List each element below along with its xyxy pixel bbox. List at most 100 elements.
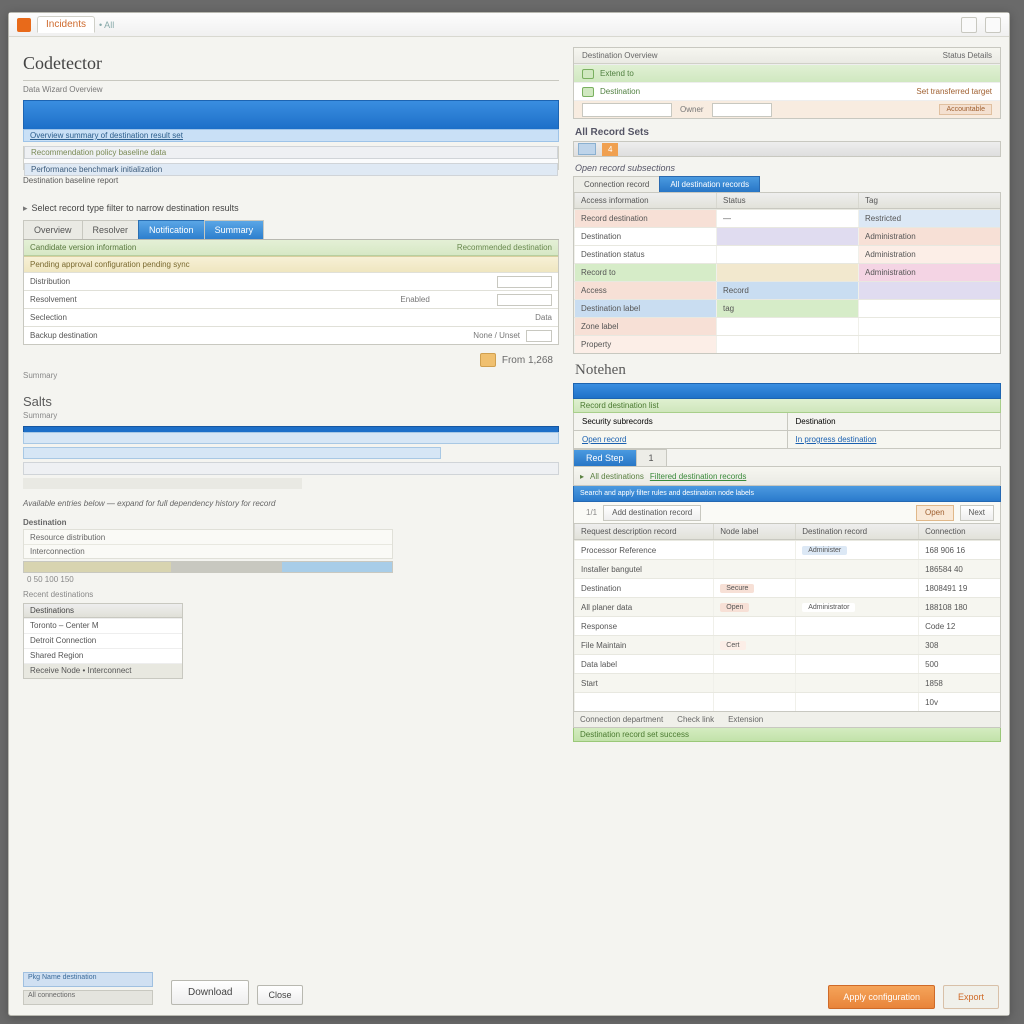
- dg-h3[interactable]: Destination record: [795, 524, 918, 539]
- link-left[interactable]: Open record: [582, 435, 626, 444]
- chip-1[interactable]: Pkg Name destination: [23, 972, 153, 987]
- field-1[interactable]: [497, 276, 552, 288]
- subhead-2: Open record subsections: [575, 163, 1001, 173]
- check-icon: [582, 87, 594, 97]
- kv-2: DestinationSet transferred target: [574, 82, 1000, 100]
- app-icon: [17, 18, 31, 32]
- list-item[interactable]: Receive Node • Interconnect: [24, 663, 182, 678]
- datagrid: Request description record Node label De…: [573, 524, 1001, 712]
- table-row[interactable]: Zone label: [574, 317, 1000, 335]
- panel-row-3: SeclectionData: [24, 308, 558, 326]
- list-item[interactable]: Toronto – Center M: [24, 618, 182, 633]
- button-row: Pkg Name destination All connections Dow…: [23, 972, 303, 1005]
- export-button[interactable]: Export: [943, 985, 999, 1009]
- section-sub-2: Summary: [23, 411, 559, 420]
- banner-strip[interactable]: Overview summary of destination result s…: [23, 129, 559, 142]
- download-button[interactable]: Download: [171, 980, 249, 1005]
- table-row[interactable]: DestinationAdministration: [574, 227, 1000, 245]
- right-column: Destination OverviewStatus Details Exten…: [569, 39, 1009, 1015]
- salts-row: [23, 462, 559, 475]
- table-row[interactable]: Property: [574, 335, 1000, 353]
- open-button[interactable]: Open: [916, 505, 954, 521]
- link-row: Open record In progress destination: [573, 431, 1001, 449]
- apply-button[interactable]: Apply configuration: [828, 985, 935, 1009]
- right-tabs: Connection record All destination record…: [573, 176, 1001, 192]
- detail-panel: Candidate version informationRecommended…: [23, 240, 559, 345]
- blue-strip: Search and apply filter rules and destin…: [573, 486, 1001, 502]
- table-row[interactable]: Destination statusAdministration: [574, 245, 1000, 263]
- left-tabstrip: Overview Resolver Notification Summary: [23, 220, 559, 240]
- table-row[interactable]: Data label500: [574, 654, 1000, 673]
- toolbar-low: 1/1 Add destination record Open Next: [573, 502, 1001, 524]
- dg-h1[interactable]: Request description record: [574, 524, 713, 539]
- section-over: Summary: [23, 371, 559, 380]
- tab-all-dest[interactable]: All destination records: [659, 176, 760, 192]
- panel-row-1: Distribution: [24, 272, 558, 290]
- owner-field[interactable]: [712, 103, 772, 117]
- panel-row-2: ResolvementEnabled: [24, 290, 558, 308]
- close-icon[interactable]: [985, 17, 1001, 33]
- close-button[interactable]: Close: [257, 985, 302, 1005]
- panel-yellow-note: Pending approval configuration pending s…: [24, 256, 558, 272]
- panel-green-header: Candidate version informationRecommended…: [24, 240, 558, 256]
- next-button[interactable]: Next: [960, 505, 994, 521]
- banner-note: Destination baseline report: [23, 176, 559, 185]
- table-row[interactable]: DestinationSecure1808491 19: [574, 578, 1000, 597]
- caption-3: Destination: [23, 518, 559, 527]
- grid-r: Access informationStatusTag Record desti…: [573, 192, 1001, 354]
- tool-icon[interactable]: [578, 143, 596, 155]
- link-right[interactable]: In progress destination: [796, 435, 877, 444]
- table-row[interactable]: Processor ReferenceAdminister168 906 16: [574, 540, 1000, 559]
- add-record-button[interactable]: Add destination record: [603, 505, 701, 521]
- tab-active[interactable]: Incidents: [37, 16, 95, 33]
- table-row[interactable]: File MaintainCert308: [574, 635, 1000, 654]
- tab-overview[interactable]: Overview: [23, 220, 83, 239]
- price-icon: [480, 353, 496, 367]
- bar-row-1: Resource distribution: [24, 530, 392, 544]
- table-row[interactable]: Start1858: [574, 673, 1000, 692]
- listbox: Destinations Toronto – Center MDetroit C…: [23, 603, 183, 679]
- filter-link[interactable]: Filtered destination records: [650, 472, 747, 481]
- list-item[interactable]: Detroit Connection: [24, 633, 182, 648]
- tab-resolver[interactable]: Resolver: [82, 220, 140, 239]
- price-footer: From 1,268: [23, 349, 559, 371]
- panel-row-4: Backup destinationNone / Unset: [24, 326, 558, 344]
- bar-row-2: Interconnection: [24, 544, 392, 558]
- duo-left: Security subrecords: [574, 413, 787, 430]
- field-2[interactable]: [497, 294, 552, 306]
- page-indicator: 1/1: [586, 508, 597, 517]
- section-title-2: Salts: [23, 394, 559, 409]
- tab-notification[interactable]: Notification: [138, 220, 205, 239]
- list-item[interactable]: Shared Region: [24, 648, 182, 663]
- hint-text: ▸Select record type filter to narrow des…: [23, 203, 559, 214]
- note-title: Notehen: [575, 362, 1001, 379]
- table-row[interactable]: 10v: [574, 692, 1000, 711]
- table-row[interactable]: Destination labeltag: [574, 299, 1000, 317]
- caption-2: Available entries below — expand for ful…: [23, 499, 559, 508]
- subhead-1: All Record Sets: [575, 127, 1001, 138]
- dg-h4[interactable]: Connection: [918, 524, 1000, 539]
- tablow-1[interactable]: Red Step: [573, 449, 637, 466]
- chip-2[interactable]: All connections: [23, 990, 153, 1005]
- footer-strip: Connection departmentCheck linkExtension: [573, 712, 1001, 728]
- salts-strip-2[interactable]: [23, 447, 441, 459]
- price-text: From 1,268: [502, 355, 553, 366]
- salts-strip-1[interactable]: [23, 432, 559, 444]
- tab-conn-rec[interactable]: Connection record: [573, 176, 660, 192]
- banner-row-2: Performance benchmark initialization: [24, 163, 558, 176]
- page-subtitle: Data Wizard Overview: [23, 85, 559, 94]
- resolve-field[interactable]: [582, 103, 672, 117]
- table-row[interactable]: All planer dataOpenAdministrator188108 1…: [574, 597, 1000, 616]
- maximize-icon[interactable]: [961, 17, 977, 33]
- table-row[interactable]: Record destination—Restricted: [574, 209, 1000, 227]
- list-sub: Recent destinations: [23, 590, 559, 599]
- table-row[interactable]: Record toAdministration: [574, 263, 1000, 281]
- ov-hdr-r: Status Details: [943, 51, 992, 60]
- tablow-2[interactable]: 1: [636, 449, 667, 466]
- field-4[interactable]: [526, 330, 552, 342]
- tab-summary[interactable]: Summary: [204, 220, 265, 239]
- table-row[interactable]: Installer bangutel186584 40: [574, 559, 1000, 578]
- table-row[interactable]: AccessRecord: [574, 281, 1000, 299]
- dg-h2[interactable]: Node label: [713, 524, 795, 539]
- table-row[interactable]: ResponseCode 12: [574, 616, 1000, 635]
